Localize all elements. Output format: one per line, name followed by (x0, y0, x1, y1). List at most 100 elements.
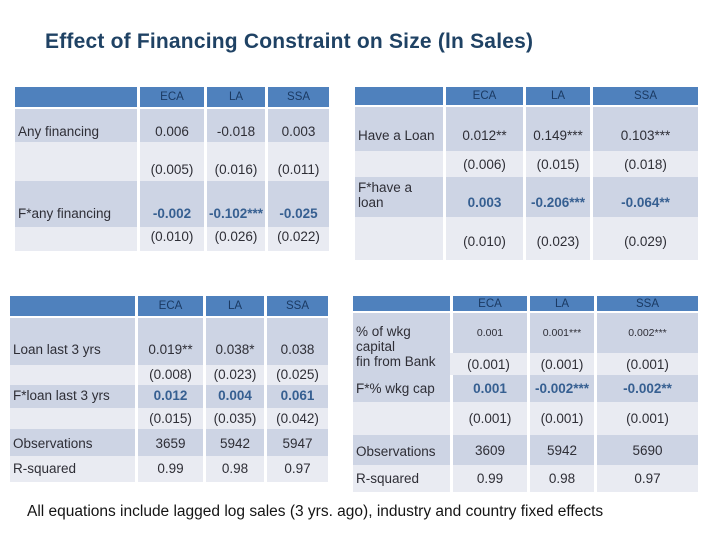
cell-stderr: (0.001) (527, 353, 594, 375)
cell-value: -0.102*** (204, 181, 266, 227)
cell-stderr: (0.025) (264, 365, 328, 385)
col-header-ssa: SSA (590, 87, 698, 107)
cell-stderr: (0.023) (203, 365, 264, 385)
cell-value: 0.001 (450, 375, 527, 402)
cell-observations: 3609 (450, 435, 527, 465)
col-header-eca: ECA (135, 296, 203, 318)
cell-stderr: (0.042) (264, 408, 328, 429)
cell-stderr: (0.026) (204, 227, 266, 251)
cell-observations: 3659 (135, 429, 203, 456)
cell-stderr: (0.018) (590, 151, 698, 177)
table-wkg-capital: ECA LA SSA % of wkg capital fin from Ban… (353, 296, 698, 492)
cell-value: 0.003 (265, 109, 330, 142)
row-label: % of wkg capital fin from Bank (353, 313, 450, 375)
cell-stderr: (0.001) (450, 353, 527, 375)
row-label (355, 151, 443, 177)
cell-value: 0.019** (135, 318, 203, 365)
cell-rsquared: 0.99 (450, 465, 527, 492)
row-label (15, 142, 137, 181)
cell-value: -0.018 (204, 109, 266, 142)
cell-rsquared: 0.98 (203, 456, 264, 482)
row-label: F*have a loan (355, 177, 443, 217)
cell-value: -0.025 (265, 181, 330, 227)
col-header-la: LA (203, 296, 264, 318)
cell-stderr: (0.010) (443, 217, 523, 260)
cell-value: 0.001 (450, 313, 527, 353)
cell-value: 0.003 (443, 177, 523, 217)
cell-stderr: (0.001) (594, 353, 698, 375)
col-header-eca: ECA (137, 87, 204, 109)
row-label: Observations (10, 429, 135, 456)
cell-value: 0.103*** (590, 107, 698, 151)
row-label: Loan last 3 yrs (10, 318, 135, 365)
row-label: R-squared (353, 465, 450, 492)
cell-stderr: (0.015) (135, 408, 203, 429)
row-label: F*any financing (15, 181, 137, 227)
cell-value: -0.002*** (527, 375, 594, 402)
table-loan-last-3yrs: ECA LA SSA Loan last 3 yrs 0.019** 0.038… (10, 296, 328, 482)
cell-value: 0.149*** (523, 107, 590, 151)
cell-value: -0.002** (594, 375, 698, 402)
col-header-eca: ECA (450, 296, 527, 313)
row-label: Observations (353, 435, 450, 465)
cell-rsquared: 0.97 (264, 456, 328, 482)
row-label (355, 217, 443, 260)
cell-value: 0.001*** (527, 313, 594, 353)
cell-stderr: (0.016) (204, 142, 266, 181)
col-header-ssa: SSA (264, 296, 328, 318)
cell-rsquared: 0.99 (135, 456, 203, 482)
cell-observations: 5942 (203, 429, 264, 456)
col-header-la: LA (527, 296, 594, 313)
row-label (15, 227, 137, 251)
cell-stderr: (0.008) (135, 365, 203, 385)
cell-value: 0.038 (264, 318, 328, 365)
cell-value: -0.206*** (523, 177, 590, 217)
row-label: Any financing (15, 109, 137, 142)
cell-stderr: (0.001) (527, 402, 594, 435)
row-label (10, 408, 135, 429)
cell-value: 0.002*** (594, 313, 698, 353)
cell-value: 0.012** (443, 107, 523, 151)
cell-stderr: (0.023) (523, 217, 590, 260)
cell-stderr: (0.035) (203, 408, 264, 429)
cell-stderr: (0.010) (137, 227, 204, 251)
cell-value: 0.004 (203, 385, 264, 408)
cell-value: 0.061 (264, 385, 328, 408)
row-label (10, 365, 135, 385)
cell-observations: 5942 (527, 435, 594, 465)
cell-stderr: (0.001) (450, 402, 527, 435)
col-header-la: LA (523, 87, 590, 107)
cell-value: -0.064** (590, 177, 698, 217)
cell-stderr: (0.011) (265, 142, 330, 181)
cell-stderr: (0.029) (590, 217, 698, 260)
table-corner-cell (355, 87, 443, 107)
page-title: Effect of Financing Constraint on Size (… (45, 30, 534, 53)
table-corner-cell (353, 296, 450, 313)
row-label (353, 402, 450, 435)
col-header-ssa: SSA (594, 296, 698, 313)
cell-value: -0.002 (137, 181, 204, 227)
cell-stderr: (0.022) (265, 227, 330, 251)
cell-rsquared: 0.97 (594, 465, 698, 492)
col-header-eca: ECA (443, 87, 523, 107)
cell-stderr: (0.015) (523, 151, 590, 177)
cell-value: 0.012 (135, 385, 203, 408)
col-header-la: LA (204, 87, 266, 109)
cell-observations: 5947 (264, 429, 328, 456)
cell-stderr: (0.005) (137, 142, 204, 181)
footnote: All equations include lagged log sales (… (27, 503, 604, 520)
row-label: F*loan last 3 yrs (10, 385, 135, 408)
cell-observations: 5690 (594, 435, 698, 465)
col-header-ssa: SSA (265, 87, 330, 109)
cell-stderr: (0.006) (443, 151, 523, 177)
cell-rsquared: 0.98 (527, 465, 594, 492)
row-label: R-squared (10, 456, 135, 482)
cell-stderr: (0.001) (594, 402, 698, 435)
row-label: Have a Loan (355, 107, 443, 151)
table-corner-cell (15, 87, 137, 109)
table-corner-cell (10, 296, 135, 318)
cell-value: 0.006 (137, 109, 204, 142)
table-have-a-loan: ECA LA SSA Have a Loan 0.012** 0.149*** … (355, 87, 698, 260)
cell-value: 0.038* (203, 318, 264, 365)
